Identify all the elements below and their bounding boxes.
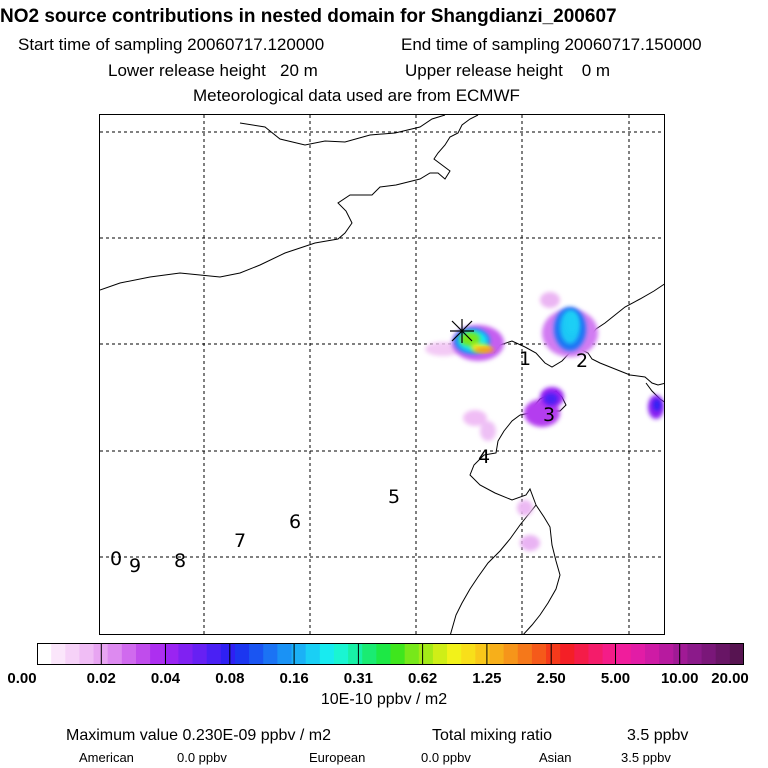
european-label: European bbox=[309, 750, 366, 765]
sampling-end-time: End time of sampling 20060717.150000 bbox=[401, 35, 702, 54]
colorbar-cell bbox=[560, 643, 575, 665]
asian-label: Asian bbox=[539, 750, 572, 765]
colorbar-cell bbox=[178, 643, 194, 665]
trajectory-label: 0 bbox=[110, 548, 122, 570]
colorbar-cell bbox=[107, 643, 123, 665]
trajectory-label: 8 bbox=[174, 550, 186, 572]
colorbar-cell bbox=[404, 643, 420, 665]
colorbar-cell bbox=[630, 643, 646, 665]
colorbar-cell bbox=[574, 643, 590, 665]
colorbar-cell bbox=[517, 643, 533, 665]
colorbar-cell bbox=[701, 643, 717, 665]
colorbar-cell bbox=[305, 643, 321, 665]
total-mixing-ratio-value: 3.5 ppbv bbox=[627, 727, 689, 744]
trajectory-label: 6 bbox=[289, 511, 301, 533]
trajectory-label: 2 bbox=[576, 350, 588, 372]
colorbar-cell bbox=[432, 643, 448, 665]
trajectory-label: 9 bbox=[129, 555, 141, 577]
colorbar bbox=[37, 643, 744, 665]
colorbar-cell bbox=[291, 643, 307, 665]
colorbar-cell bbox=[362, 643, 377, 665]
colorbar-cell bbox=[531, 643, 547, 665]
colorbar-cell bbox=[376, 643, 392, 665]
colorbar-cell bbox=[348, 643, 363, 665]
colorbar-cell bbox=[150, 643, 165, 665]
trajectory-labels: 0 9 8 7 6 5 4 3 2 1 bbox=[110, 348, 588, 577]
colorbar-tick-label: 0.02 bbox=[86, 670, 116, 687]
colorbar-cell bbox=[659, 643, 674, 665]
colorbar-cell bbox=[489, 643, 505, 665]
colorbar-tick-label: 0.04 bbox=[150, 670, 181, 687]
colorbar-cell bbox=[645, 643, 660, 665]
colorbar-cell bbox=[475, 643, 491, 665]
trajectory-label: 7 bbox=[234, 530, 246, 552]
colorbar-tick-label: 0.31 bbox=[343, 670, 373, 687]
concentration-plumes bbox=[425, 292, 664, 551]
colorbar-cell bbox=[673, 643, 689, 665]
trajectory-label: 5 bbox=[388, 486, 400, 508]
colorbar-tick-label: 5.00 bbox=[600, 670, 631, 687]
colorbar-cell bbox=[333, 643, 349, 665]
colorbar-cell bbox=[616, 643, 632, 665]
colorbar-cell bbox=[121, 643, 137, 665]
european-value: 0.0 ppbv bbox=[421, 750, 471, 765]
colorbar-tick-label: 1.25 bbox=[472, 670, 502, 687]
station-marker bbox=[450, 319, 474, 343]
colorbar-cell bbox=[206, 643, 222, 665]
trajectory-label: 3 bbox=[543, 404, 555, 426]
colorbar-cell bbox=[319, 643, 335, 665]
colorbar-cell bbox=[220, 643, 236, 665]
american-label: American bbox=[79, 750, 134, 765]
colorbar-tick-label: 0.62 bbox=[408, 670, 438, 687]
colorbar-cell bbox=[263, 643, 278, 665]
colorbar-tick-label: 2.50 bbox=[536, 670, 566, 687]
colorbar-cell bbox=[715, 643, 731, 665]
asian-value: 3.5 ppbv bbox=[621, 750, 671, 765]
colorbar-cell bbox=[79, 643, 95, 665]
map-title: NO2 source contributions in nested domai… bbox=[0, 6, 617, 27]
colorbar-cell bbox=[277, 643, 293, 665]
american-value: 0.0 ppbv bbox=[177, 750, 227, 765]
colorbar-cell bbox=[588, 643, 604, 665]
colorbar-cell bbox=[135, 643, 151, 665]
colorbar-cell bbox=[234, 643, 250, 665]
maximum-value: Maximum value 0.230E-09 ppbv / m2 bbox=[66, 727, 332, 744]
meteorological-source: Meteorological data used are from ECMWF bbox=[193, 86, 520, 105]
colorbar-frame bbox=[37, 643, 744, 665]
map-panel: 0 9 8 7 6 5 4 3 2 1 bbox=[99, 114, 665, 635]
lower-release-height: Lower release height 20 m bbox=[108, 61, 318, 80]
colorbar-cell bbox=[729, 643, 744, 665]
colorbar-cell bbox=[447, 643, 462, 665]
map-grid bbox=[100, 115, 664, 634]
colorbar-cell bbox=[461, 643, 476, 665]
colorbar-cell bbox=[418, 643, 434, 665]
map-canvas: 0 9 8 7 6 5 4 3 2 1 bbox=[100, 115, 664, 634]
sampling-start-time: Start time of sampling 20060717.120000 bbox=[18, 35, 325, 54]
colorbar-tick-label: 10.00 bbox=[660, 670, 699, 687]
colorbar-cell bbox=[249, 643, 264, 665]
colorbar-tick-label: 20.00 bbox=[711, 670, 749, 687]
colorbar-cell bbox=[687, 643, 703, 665]
colorbar-cells bbox=[37, 643, 744, 665]
total-mixing-ratio-label: Total mixing ratio bbox=[432, 727, 553, 744]
upper-release-height: Upper release height 0 m bbox=[405, 61, 611, 80]
colorbar-tick-label: 0.08 bbox=[215, 670, 245, 687]
colorbar-tick-label: 0.16 bbox=[279, 670, 309, 687]
colorbar-tick-label: 0.00 bbox=[7, 670, 37, 687]
colorbar-cell bbox=[503, 643, 519, 665]
colorbar-cell bbox=[65, 643, 81, 665]
colorbar-units: 10E-10 ppbv / m2 bbox=[320, 691, 448, 708]
trajectory-label: 4 bbox=[478, 446, 490, 468]
trajectory-label: 1 bbox=[519, 348, 531, 370]
colorbar-cell bbox=[37, 643, 52, 665]
colorbar-cell bbox=[164, 643, 179, 665]
colorbar-cell bbox=[546, 643, 561, 665]
colorbar-cell bbox=[602, 643, 618, 665]
colorbar-cell bbox=[192, 643, 208, 665]
colorbar-cell bbox=[51, 643, 66, 665]
colorbar-cell bbox=[390, 643, 406, 665]
colorbar-ticks bbox=[100, 643, 681, 665]
